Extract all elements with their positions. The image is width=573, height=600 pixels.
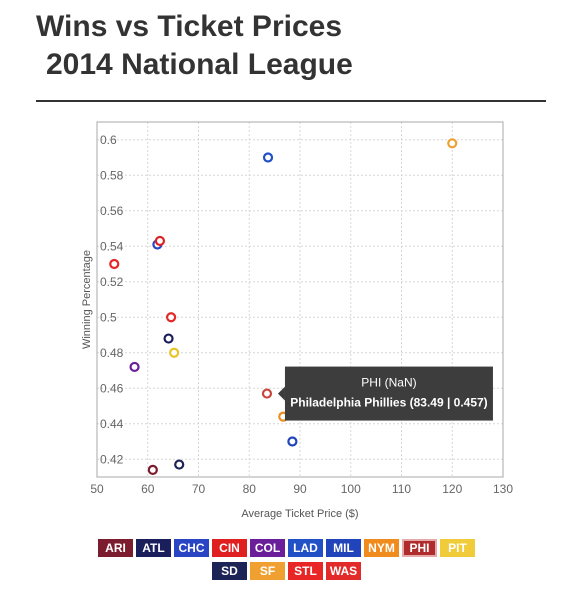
data-point-cin[interactable] — [154, 235, 166, 247]
tooltip-box — [284, 366, 493, 421]
data-points — [109, 138, 458, 475]
legend-row-2: SD SF STL WAS — [0, 562, 573, 580]
y-tick-label: 0.48 — [100, 346, 124, 360]
legend-item-mil[interactable]: MIL — [326, 539, 361, 557]
legend-item-cin[interactable]: CIN — [212, 539, 247, 557]
legend-item-ari[interactable]: ARI — [98, 539, 133, 557]
legend-item-was[interactable]: WAS — [326, 562, 361, 580]
chart-title: Wins vs Ticket Prices 2014 National Leag… — [36, 8, 353, 84]
legend-row-1: ARI ATL CHC CIN COL LAD MIL NYM PHI PIT — [0, 539, 573, 557]
scatter-chart: 0.42 0.44 0.46 0.48 0.5 0.52 0.54 0.56 0.58 0.6 5… — [81, 121, 513, 520]
y-tick-label: 0.46 — [100, 381, 124, 395]
y-tick-label: 0.6 — [100, 133, 117, 147]
legend-item-sd[interactable]: SD — [212, 562, 247, 580]
tooltip: PHI (NaN) Philadelphia Phillies (83.49 |… — [277, 366, 493, 421]
legend-item-phi[interactable]: PHI — [402, 539, 437, 557]
x-tick-label: 110 — [392, 482, 411, 496]
title-underline — [36, 100, 546, 102]
data-point-atl[interactable] — [163, 333, 174, 344]
y-tick-label: 0.42 — [100, 452, 124, 466]
data-point-ari[interactable] — [147, 464, 158, 475]
chart-title-line1: Wins vs Ticket Prices — [36, 10, 343, 43]
legend-item-nym[interactable]: NYM — [364, 539, 399, 557]
y-tick-label: 0.54 — [100, 239, 124, 253]
chart-title-line2: 2014 National League — [46, 48, 353, 81]
legend-item-stl[interactable]: STL — [288, 562, 323, 580]
data-point-lad[interactable] — [262, 152, 274, 163]
legend-item-pit[interactable]: PIT — [440, 539, 475, 557]
tooltip-team: PHI (NaN) — [361, 376, 416, 390]
y-tick-label: 0.44 — [100, 417, 124, 431]
x-tick-label: 70 — [192, 482, 206, 496]
x-axis-ticks: 50 60 70 80 90 100 110 120 130 — [90, 482, 513, 496]
x-axis-label: Average Ticket Price ($) — [241, 508, 358, 520]
tooltip-details: Philadelphia Phillies (83.49 | 0.457) — [290, 396, 487, 410]
x-tick-label: 90 — [293, 482, 307, 496]
legend-item-lad[interactable]: LAD — [288, 539, 323, 557]
x-tick-label: 60 — [141, 482, 155, 496]
data-point-sd[interactable] — [174, 459, 185, 470]
data-point-mil[interactable] — [287, 436, 298, 447]
gridlines — [96, 122, 504, 477]
x-tick-label: 130 — [493, 482, 513, 496]
data-point-sf[interactable] — [447, 138, 458, 149]
legend-item-atl[interactable]: ATL — [136, 539, 171, 557]
x-tick-label: 50 — [90, 482, 104, 496]
y-axis-label: Winning Percentage — [81, 250, 93, 349]
data-point-phi[interactable] — [261, 388, 273, 399]
data-point-col[interactable] — [129, 361, 140, 373]
y-axis-ticks: 0.42 0.44 0.46 0.48 0.5 0.52 0.54 0.56 0.58 0.6 — [100, 133, 124, 467]
data-point-stl[interactable] — [109, 258, 120, 270]
data-point-pit[interactable] — [169, 347, 180, 358]
x-tick-label: 80 — [243, 482, 257, 496]
data-point-was[interactable] — [165, 312, 177, 323]
y-tick-label: 0.52 — [100, 275, 124, 289]
legend-item-col[interactable]: COL — [250, 539, 285, 557]
tooltip-arrow — [277, 386, 285, 401]
y-tick-label: 0.58 — [100, 168, 124, 182]
y-tick-label: 0.5 — [100, 310, 117, 324]
legend-item-sf[interactable]: SF — [250, 562, 285, 580]
plot-frame — [96, 121, 504, 478]
y-tick-label: 0.56 — [100, 204, 124, 218]
legend-item-chc[interactable]: CHC — [174, 539, 209, 557]
x-tick-label: 100 — [341, 482, 361, 496]
x-tick-label: 120 — [442, 482, 462, 496]
